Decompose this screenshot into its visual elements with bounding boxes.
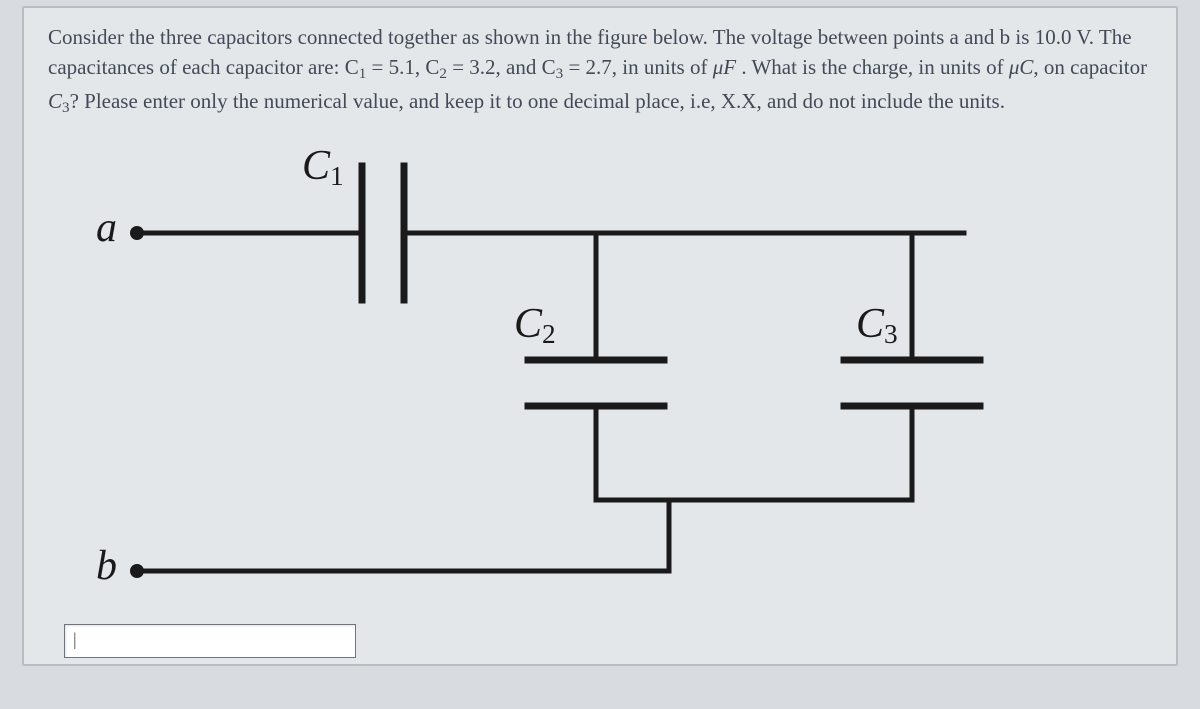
q-text: = 2.7, in units of bbox=[563, 55, 713, 79]
q-var-letter: C bbox=[48, 89, 62, 113]
q-text: . What is the charge, in units of bbox=[736, 55, 1009, 79]
circuit-svg bbox=[84, 128, 1084, 598]
q-unit: μF bbox=[713, 55, 736, 79]
q-sub: 2 bbox=[439, 66, 447, 82]
q-var: C bbox=[48, 89, 62, 113]
circuit-diagram: a b C1 C2 C3 bbox=[84, 128, 1084, 598]
question-text: Consider the three capacitors connected … bbox=[24, 8, 1176, 130]
q-text: = 5.1, C bbox=[366, 55, 439, 79]
q-sub: 3 bbox=[62, 100, 70, 116]
question-panel: Consider the three capacitors connected … bbox=[22, 6, 1178, 666]
q-text: = 3.2, and C bbox=[447, 55, 556, 79]
q-unit: μC bbox=[1009, 55, 1034, 79]
q-text: ? Please enter only the numerical value,… bbox=[70, 89, 1005, 113]
q-text: , on capacitor bbox=[1033, 55, 1147, 79]
answer-cursor: | bbox=[73, 629, 77, 649]
answer-input[interactable]: | bbox=[64, 624, 356, 658]
